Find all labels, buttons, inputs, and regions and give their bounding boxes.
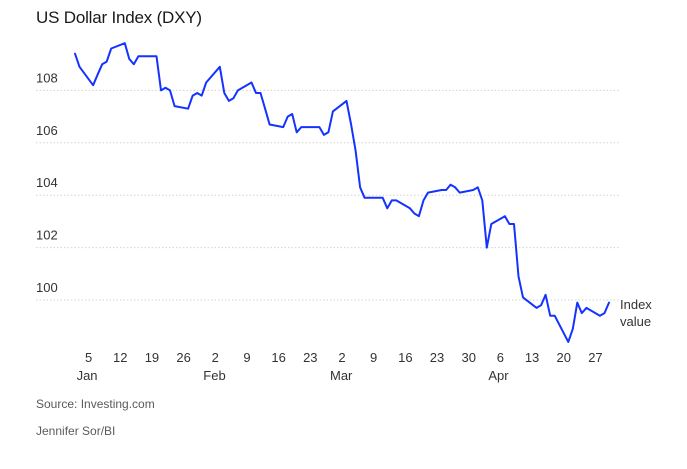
annotation-line-2: value <box>620 314 652 329</box>
x-month-label: Mar <box>330 368 353 383</box>
y-tick-label: 100 <box>36 280 58 295</box>
y-tick-label: 108 <box>36 70 58 85</box>
y-tick-label: 102 <box>36 228 58 243</box>
x-month-label: Apr <box>488 368 509 383</box>
chart-title: US Dollar Index (DXY) <box>36 8 202 27</box>
y-axis-tick-labels: 100 102 104 106 108 <box>36 70 58 295</box>
x-tick-label: 16 <box>271 350 285 365</box>
x-tick-label: 26 <box>176 350 190 365</box>
x-tick-label: 27 <box>588 350 602 365</box>
x-month-label: Feb <box>203 368 225 383</box>
x-tick-label: 6 <box>497 350 504 365</box>
x-tick-label: 12 <box>113 350 127 365</box>
x-tick-label: 9 <box>243 350 250 365</box>
x-axis-tick-labels: 5 Jan 12 19 26 2 Feb 9 16 23 2 Mar 9 16 23 30 6 Apr 13 20 27 <box>77 350 603 383</box>
x-tick-label: 9 <box>370 350 377 365</box>
source-note: Source: Investing.com <box>36 397 155 411</box>
credit-note: Jennifer Sor/BI <box>36 424 116 438</box>
annotation-line-1: Index <box>620 297 652 312</box>
y-tick-label: 106 <box>36 123 58 138</box>
x-tick-label: 5 <box>85 350 92 365</box>
series-line-0 <box>74 42 610 343</box>
x-month-label: Jan <box>77 368 98 383</box>
x-tick-label: 2 <box>212 350 219 365</box>
x-tick-label: 30 <box>461 350 475 365</box>
x-tick-label: 16 <box>398 350 412 365</box>
gridlines <box>36 89 620 301</box>
series-lines <box>74 42 610 343</box>
x-tick-label: 23 <box>430 350 444 365</box>
x-tick-label: 19 <box>145 350 159 365</box>
x-tick-label: 20 <box>557 350 571 365</box>
x-tick-label: 2 <box>338 350 345 365</box>
x-tick-label: 13 <box>525 350 539 365</box>
x-tick-label: 23 <box>303 350 317 365</box>
y-tick-label: 104 <box>36 175 58 190</box>
line-end-annotation: Index value <box>620 296 652 330</box>
